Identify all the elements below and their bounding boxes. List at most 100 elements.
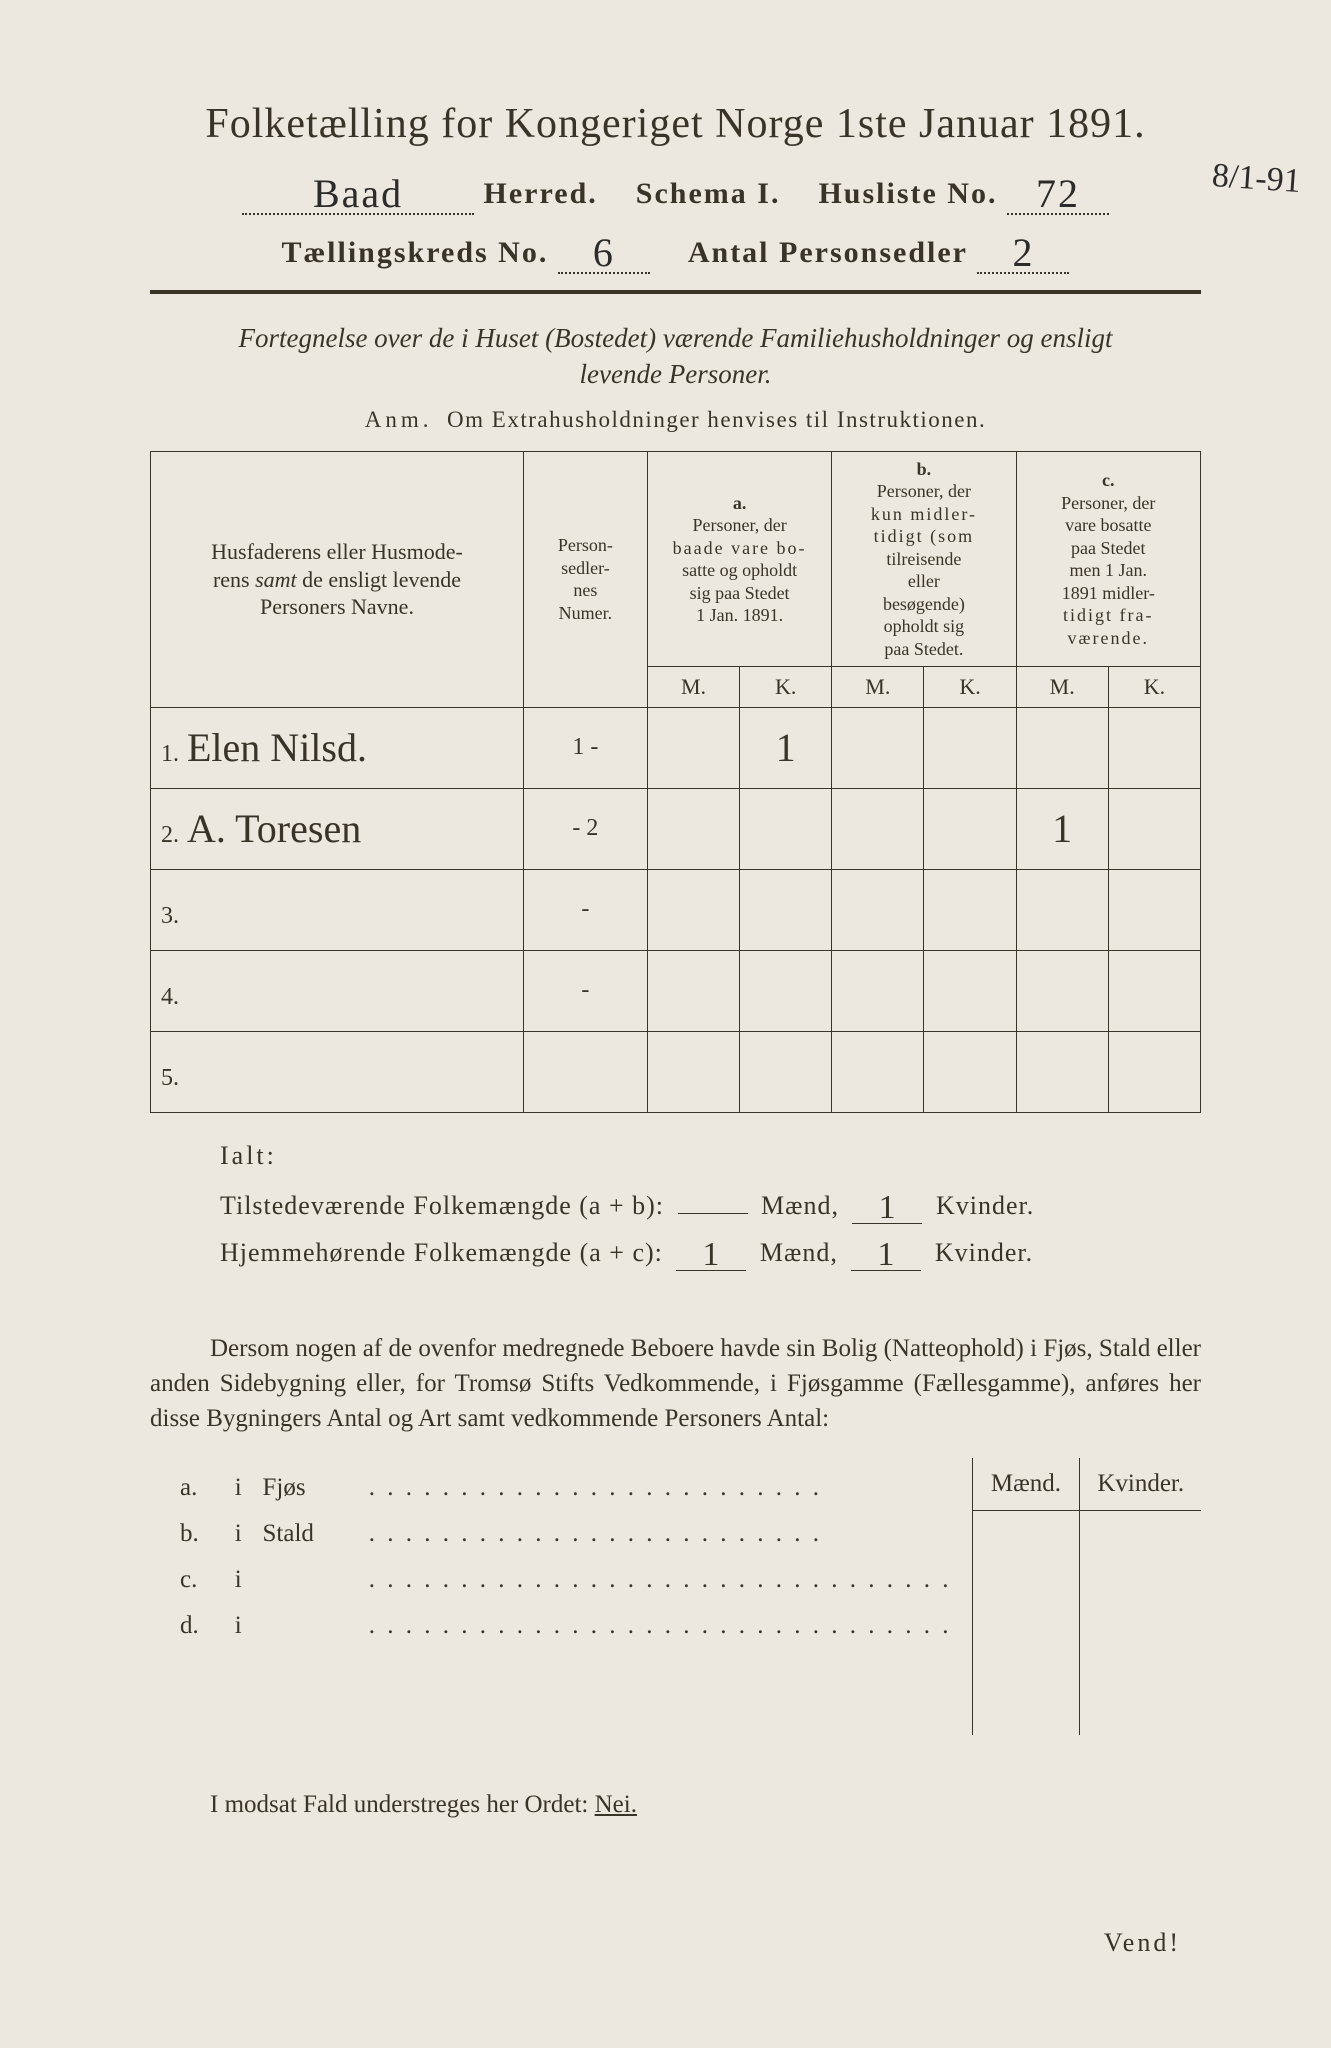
form-title: Folketælling for Kongeriget Norge 1ste J…	[150, 100, 1201, 148]
th-name-l3: Personers Navne.	[260, 594, 414, 619]
divider-rule	[150, 290, 1201, 294]
totals2-kvinder: 1	[877, 1236, 895, 1273]
mk-cell	[1080, 1679, 1201, 1735]
antal-field: 2	[977, 225, 1069, 274]
cell-b-k	[924, 788, 1016, 869]
table-row: 2.A. Toresen - 2 1	[151, 788, 1201, 869]
th-a-k: K.	[740, 667, 832, 708]
mk-cell	[1080, 1623, 1201, 1679]
cell-c-m	[1016, 950, 1108, 1031]
mk-cell	[1080, 1510, 1201, 1567]
abcd-row: c. i . . . . . . . . . . . . . . . . . .…	[180, 1566, 952, 1594]
herred-label: Herred.	[484, 177, 598, 210]
th-b-l7: opholdt sig	[884, 616, 965, 636]
census-table-head: Husfaderens eller Husmode- rens samt de …	[151, 451, 1201, 707]
form-subtitle: Fortegnelse over de i Huset (Bostedet) v…	[150, 320, 1201, 393]
cell-a-m	[647, 1031, 739, 1112]
mk-row	[972, 1679, 1201, 1735]
cell-a-k	[740, 1031, 832, 1112]
cell-num: - 2	[523, 788, 647, 869]
husliste-label: Husliste No.	[818, 177, 997, 210]
mk-row	[972, 1623, 1201, 1679]
totals2-maend: 1	[702, 1236, 720, 1273]
abcd-row: a. i Fjøs . . . . . . . . . . . . . . . …	[180, 1474, 952, 1502]
th-c-l7: værende.	[1068, 628, 1149, 648]
abcd-word: Stald	[263, 1520, 363, 1548]
cell-num	[523, 1031, 647, 1112]
abcd-dots: . . . . . . . . . . . . . . . . . . . . …	[369, 1612, 952, 1639]
th-num-l1: Person-	[558, 535, 613, 555]
th-b-l4: tilreisende	[886, 549, 961, 569]
cell-b-m	[832, 1031, 924, 1112]
th-a-l1: Personer, der	[692, 515, 786, 535]
ialt-label: Ialt:	[220, 1141, 1201, 1171]
abcd-i: i	[220, 1474, 256, 1502]
totals1-label: Tilstedeværende Folkemængde (a + b):	[220, 1191, 664, 1220]
th-c-l5: 1891 midler-	[1062, 583, 1155, 603]
rownum: 2.	[161, 822, 179, 848]
th-group-c: c. Personer, der vare bosatte paa Stedet…	[1016, 451, 1200, 667]
nei-pre: I modsat Fald understreges her Ordet:	[210, 1791, 588, 1818]
cell-name: 5.	[151, 1031, 524, 1112]
th-b-l1: Personer, der	[877, 481, 971, 501]
kreds-label: Tællingskreds No.	[282, 236, 549, 269]
subtitle-line1: Fortegnelse over de i Huset (Bostedet) v…	[238, 323, 1112, 353]
cell-c-k	[1108, 707, 1200, 788]
cell-num: -	[523, 950, 647, 1031]
th-a-l5: 1 Jan. 1891.	[696, 605, 783, 625]
census-form-page: 8/1-91 Folketælling for Kongeriget Norge…	[0, 0, 1331, 2048]
cell-name-value: Elen Nilsd.	[187, 725, 367, 770]
mk-th-maend: Mænd.	[972, 1458, 1080, 1511]
abcd-row: d. i . . . . . . . . . . . . . . . . . .…	[180, 1612, 952, 1640]
th-name-l1: Husfaderens eller Husmode-	[211, 539, 463, 564]
th-name-l2: rens samt de ensligt levende	[213, 567, 461, 592]
abcd-i: i	[220, 1566, 256, 1594]
mk-th-kvinder: Kvinder.	[1080, 1458, 1201, 1511]
cell-name-value: A. Toresen	[187, 806, 361, 851]
table-row: 1.Elen Nilsd. 1 - 1	[151, 707, 1201, 788]
th-a-l4: sig paa Stedet	[690, 583, 790, 603]
abcd-dots: . . . . . . . . . . . . . . . . . . . . …	[369, 1474, 822, 1501]
cell-b-k	[924, 869, 1016, 950]
schema-label: Schema I.	[636, 177, 781, 210]
kreds-value: 6	[593, 229, 615, 276]
th-c-l6: tidigt fra-	[1063, 605, 1153, 625]
subtitle-line2: levende Personer.	[580, 359, 772, 389]
census-table-body: 1.Elen Nilsd. 1 - 1 2.A. Toresen - 2 1	[151, 707, 1201, 1112]
anm-text: Om Extrahusholdninger henvises til Instr…	[447, 407, 986, 432]
rownum: 4.	[161, 984, 179, 1010]
antal-label: Antal Personsedler	[688, 236, 968, 269]
abcd-word: Fjøs	[263, 1474, 363, 1502]
th-name: Husfaderens eller Husmode- rens samt de …	[151, 451, 524, 707]
cell-a-m	[647, 869, 739, 950]
cell-b-m	[832, 707, 924, 788]
th-c-l3: paa Stedet	[1071, 538, 1145, 558]
cell-num: 1 -	[523, 707, 647, 788]
abcd-dots: . . . . . . . . . . . . . . . . . . . . …	[369, 1520, 822, 1547]
mk-cell	[972, 1679, 1080, 1735]
cell-name: 1.Elen Nilsd.	[151, 707, 524, 788]
cell-num: -	[523, 869, 647, 950]
husliste-field: 72	[1007, 166, 1109, 215]
cell-b-m	[832, 950, 924, 1031]
th-c-l1: Personer, der	[1061, 493, 1155, 513]
antal-value: 2	[1012, 229, 1034, 276]
abcd-dots: . . . . . . . . . . . . . . . . . . . . …	[369, 1566, 952, 1593]
table-row: 4. -	[151, 950, 1201, 1031]
header-line-3: Tællingskreds No. 6 Antal Personsedler 2	[150, 225, 1201, 274]
mk-cell	[972, 1567, 1080, 1623]
abcd-lbl: a.	[180, 1474, 214, 1502]
abcd-lbl: b.	[180, 1520, 214, 1548]
husliste-value: 72	[1036, 170, 1080, 217]
cell-b-k	[924, 1031, 1016, 1112]
totals1-kvinder-slot: 1	[852, 1185, 922, 1224]
totals1-maend-slot	[678, 1213, 748, 1214]
cell-name: 2. A. Toresen	[151, 788, 524, 869]
maend-word: Mænd,	[761, 1191, 839, 1220]
margin-date: 8/1-91	[1211, 157, 1302, 201]
kvinder-word: Kvinder.	[936, 1191, 1034, 1220]
mk-cell	[972, 1623, 1080, 1679]
cell-a-m	[647, 950, 739, 1031]
th-num-l3: nes	[573, 580, 597, 600]
th-c-l4: men 1 Jan.	[1070, 560, 1147, 580]
